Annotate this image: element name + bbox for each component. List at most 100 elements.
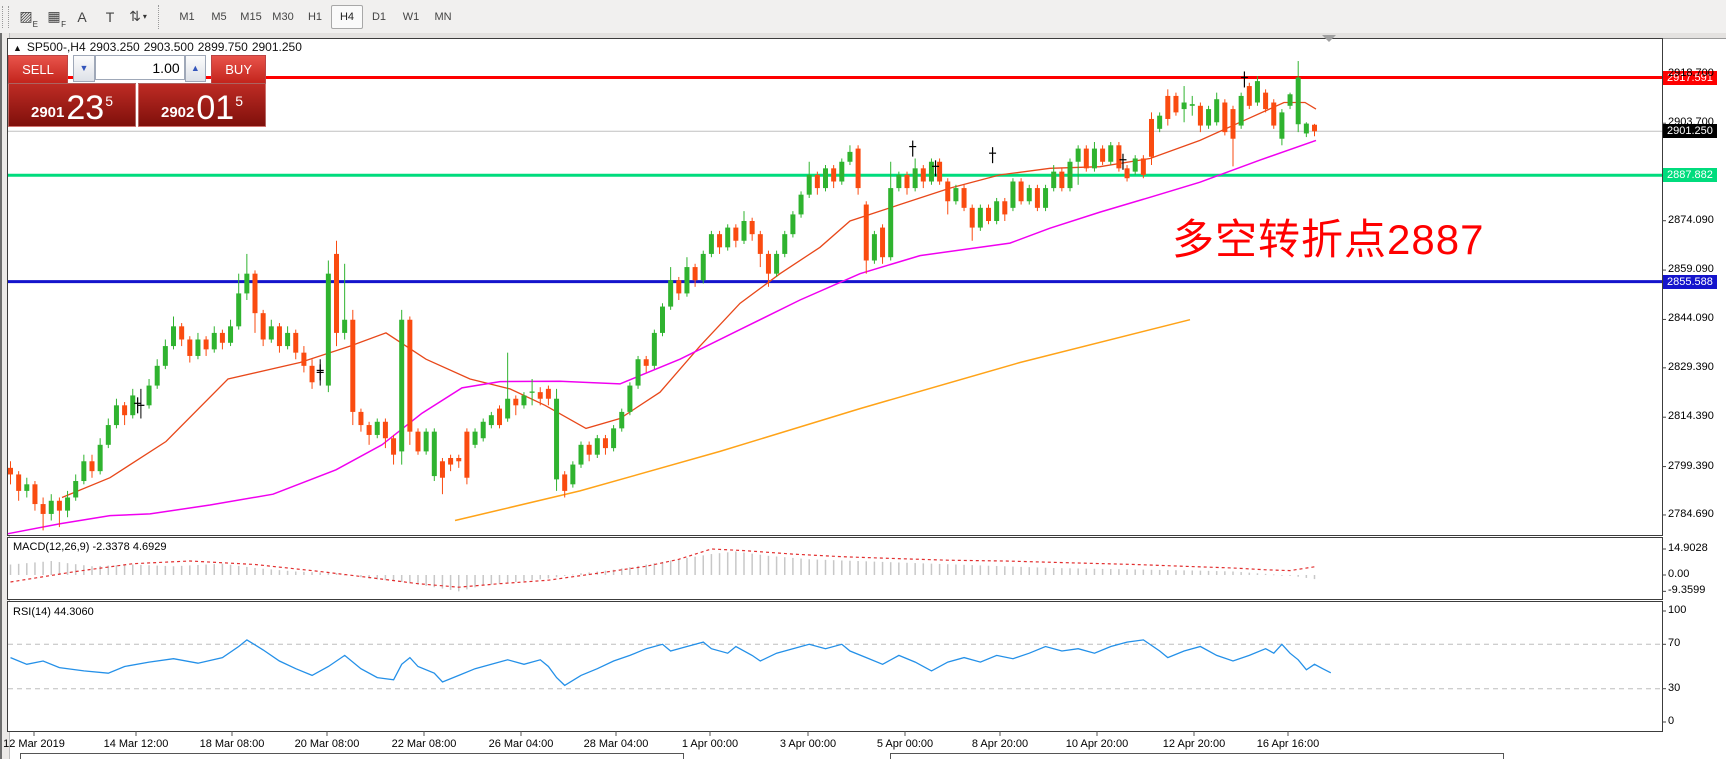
price-axis-tick: 2784.690 <box>1668 508 1714 520</box>
sell-button[interactable]: SELL <box>8 55 69 84</box>
candle-body <box>1312 124 1317 132</box>
candle-body <box>448 457 454 465</box>
macd-hist-bar <box>580 573 582 575</box>
candle-body <box>1075 148 1081 162</box>
candle-body <box>1140 158 1146 175</box>
macd-label: MACD(12,26,9) -2.3378 4.6929 <box>13 541 167 553</box>
macd-hist-bar <box>417 575 419 585</box>
candle-body <box>920 168 926 182</box>
macd-hist-bar <box>50 561 52 575</box>
macd-hist-bar <box>1224 571 1226 575</box>
macd-hist-bar <box>1093 568 1096 575</box>
price-axis-tick: 2799.390 <box>1668 460 1714 472</box>
main-pane[interactable] <box>7 38 1663 536</box>
timeframe-button-w1[interactable]: W1 <box>402 10 420 23</box>
macd-pane[interactable] <box>7 537 1663 600</box>
macd-hist-bar <box>115 565 118 575</box>
candle-body <box>823 168 828 189</box>
minimized-window-edge-left[interactable] <box>20 753 684 759</box>
candle-body <box>472 431 478 445</box>
chart-shift-marker-icon[interactable] <box>1322 35 1336 42</box>
candle-body <box>1059 171 1065 189</box>
candle-body <box>578 444 584 465</box>
macd-hist-bar <box>197 564 199 575</box>
candle-body <box>684 267 690 294</box>
candle-body <box>24 484 30 491</box>
price-axis-tick: 2874.090 <box>1668 214 1714 226</box>
macd-hist-bar <box>751 553 753 575</box>
macd-hist-bar <box>1232 571 1234 575</box>
candle-body <box>342 319 348 333</box>
macd-hist-bar <box>466 575 468 590</box>
macd-hist-bar <box>1142 569 1145 575</box>
macd-hist-bar <box>1085 568 1088 575</box>
text-box-tool-icon[interactable]: T <box>105 8 115 25</box>
chart-ohlc-header: ▲ SP500-,H4 2903.250 2903.500 2899.750 2901.2… <box>13 40 306 54</box>
grid-tool-icon[interactable]: ▦ F <box>47 8 66 29</box>
candle-body <box>382 421 388 439</box>
candle-body <box>301 352 307 366</box>
ohlc-low: 2899.750 <box>197 40 248 54</box>
macd-hist-bar <box>832 560 835 575</box>
macd-hist-bar <box>490 575 493 585</box>
ma-mid-magenta[interactable] <box>7 139 1317 535</box>
price-badge-2887.882: 2887.882 <box>1663 168 1717 182</box>
volume-increment-button[interactable]: ▲ <box>184 55 206 82</box>
candle-body <box>105 425 111 445</box>
sell-price-display[interactable]: 2901 23 5 <box>8 83 136 127</box>
toolbar-icons: ▨ E ▦ F A T ⇅ ▾ <box>12 5 152 29</box>
candle-body <box>611 428 617 449</box>
timeframe-button-d1[interactable]: D1 <box>371 10 387 23</box>
minimized-window-edge-right[interactable] <box>890 753 1504 759</box>
macd-hist-bar <box>914 563 916 575</box>
macd-hist-bar <box>775 556 778 575</box>
macd-hist-bar <box>808 559 810 575</box>
timeframe-button-m30[interactable]: M30 <box>272 10 294 23</box>
timeframe-button-m5[interactable]: M5 <box>211 10 227 23</box>
chart-text-annotation: 多空转折点2887 <box>1172 216 1485 263</box>
trendline-gold[interactable] <box>454 318 1191 522</box>
macd-hist-bar <box>327 572 330 575</box>
candle-body <box>399 319 405 452</box>
candle-body <box>774 253 780 274</box>
macd-hist-bar <box>669 560 672 575</box>
text-label-tool-icon[interactable]: A <box>77 8 87 25</box>
buy-button[interactable]: BUY <box>211 55 267 84</box>
timeframe-button-m1[interactable]: M1 <box>179 10 195 23</box>
timeframe-button-m15[interactable]: M15 <box>240 10 262 23</box>
macd-hist-bar <box>922 563 925 575</box>
volume-input[interactable] <box>94 55 185 80</box>
buy-price-display[interactable]: 2902 01 5 <box>138 83 266 127</box>
volume-decrement-button[interactable]: ▼ <box>73 55 95 82</box>
time-axis-label: 18 Mar 08:00 <box>199 738 265 750</box>
collapse-panel-icon[interactable]: ▲ <box>13 43 22 53</box>
candle-body <box>749 221 755 235</box>
pattern-tool-icon[interactable]: ▨ E <box>19 8 38 29</box>
candle-body <box>1108 145 1114 162</box>
candle-body <box>505 398 511 419</box>
macd-hist-bar <box>1052 568 1055 575</box>
candle-body <box>570 464 576 485</box>
macd-hist-bar <box>971 565 973 575</box>
candle-body <box>48 500 54 514</box>
candle-body <box>863 204 869 261</box>
timeframe-button-h4[interactable]: H4 <box>331 4 363 29</box>
macd-hist-bar <box>539 575 541 580</box>
macd-hist-bar <box>441 575 444 589</box>
timeframe-button-h1[interactable]: H1 <box>307 10 323 23</box>
timeframe-button-mn[interactable]: MN <box>434 10 452 23</box>
ma-fast-red[interactable] <box>61 101 1317 499</box>
rsi-pane[interactable] <box>7 601 1663 732</box>
cycle-arrows-tool-icon[interactable]: ⇅ ▾ <box>129 8 147 24</box>
candle-body <box>896 174 902 189</box>
macd-hist-bar <box>164 565 167 575</box>
toolbar-drag-handle[interactable] <box>2 5 9 28</box>
macd-hist-bar <box>295 571 297 575</box>
time-axis-label: 22 Mar 08:00 <box>391 738 457 750</box>
macd-hist-bar <box>898 562 900 575</box>
macd-hist-bar <box>930 563 933 575</box>
macd-hist-bar <box>1150 569 1153 575</box>
